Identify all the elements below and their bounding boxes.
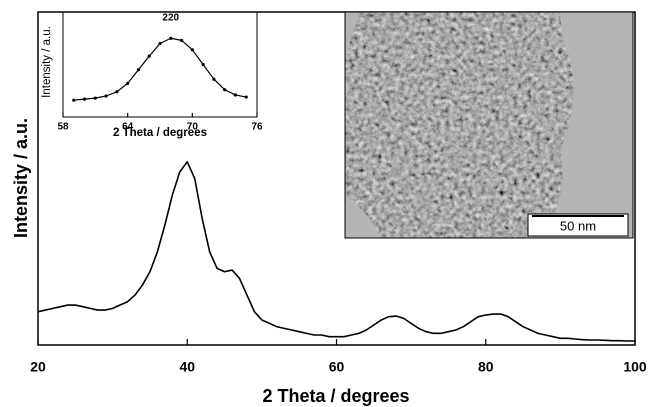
tem-image: 50 nm — [345, 12, 633, 238]
tem-background-region — [540, 12, 633, 238]
data-point — [72, 98, 76, 102]
data-point — [190, 48, 194, 52]
x-tick-label: 76 — [251, 122, 263, 133]
tem-background-region — [345, 12, 360, 60]
x-axis-title: 2 Theta / degrees — [262, 386, 409, 406]
data-point — [115, 90, 119, 94]
data-point — [179, 38, 184, 42]
data-point — [233, 93, 238, 97]
scale-bar-box — [527, 213, 629, 237]
tem-frame — [344, 11, 634, 239]
data-point — [93, 96, 97, 100]
data-point — [147, 54, 151, 58]
y-axis-title: Intensity / a.u. — [41, 26, 53, 98]
data-point — [201, 62, 205, 67]
data-point — [223, 88, 227, 92]
data-point — [244, 95, 248, 99]
scale-label: 50 nm — [560, 218, 596, 233]
x-tick-label: 100 — [623, 359, 647, 375]
x-tick-label: 80 — [478, 359, 494, 375]
x-tick-label: 58 — [57, 122, 69, 133]
x-tick-label: 64 — [122, 122, 134, 133]
data-point — [169, 36, 173, 40]
inset-frame — [62, 11, 258, 118]
data-point — [104, 94, 108, 98]
x-axis-title: 2 Theta / degrees — [113, 127, 207, 139]
data-line — [73, 37, 247, 101]
x-tick-label: 40 — [179, 359, 195, 375]
inset-chart: 58 64 70 76 2 Theta / degrees Intensity / a.u… — [41, 13, 263, 139]
data-point — [82, 97, 87, 101]
data-point — [212, 77, 216, 81]
data-line — [37, 161, 635, 342]
tem-background-region — [345, 200, 380, 238]
x-tick-label: 20 — [30, 359, 46, 375]
main-chart: 20 40 60 80 100 2 Theta / degrees Intensity / … — [11, 118, 647, 406]
y-axis-title: Intensity / a.u. — [11, 118, 31, 238]
peak-annotation: 220 — [162, 13, 179, 24]
data-point — [136, 68, 141, 72]
x-tick-label: 70 — [187, 122, 199, 133]
data-point — [158, 41, 162, 46]
data-point — [126, 81, 130, 85]
x-tick-label: 60 — [329, 359, 345, 375]
